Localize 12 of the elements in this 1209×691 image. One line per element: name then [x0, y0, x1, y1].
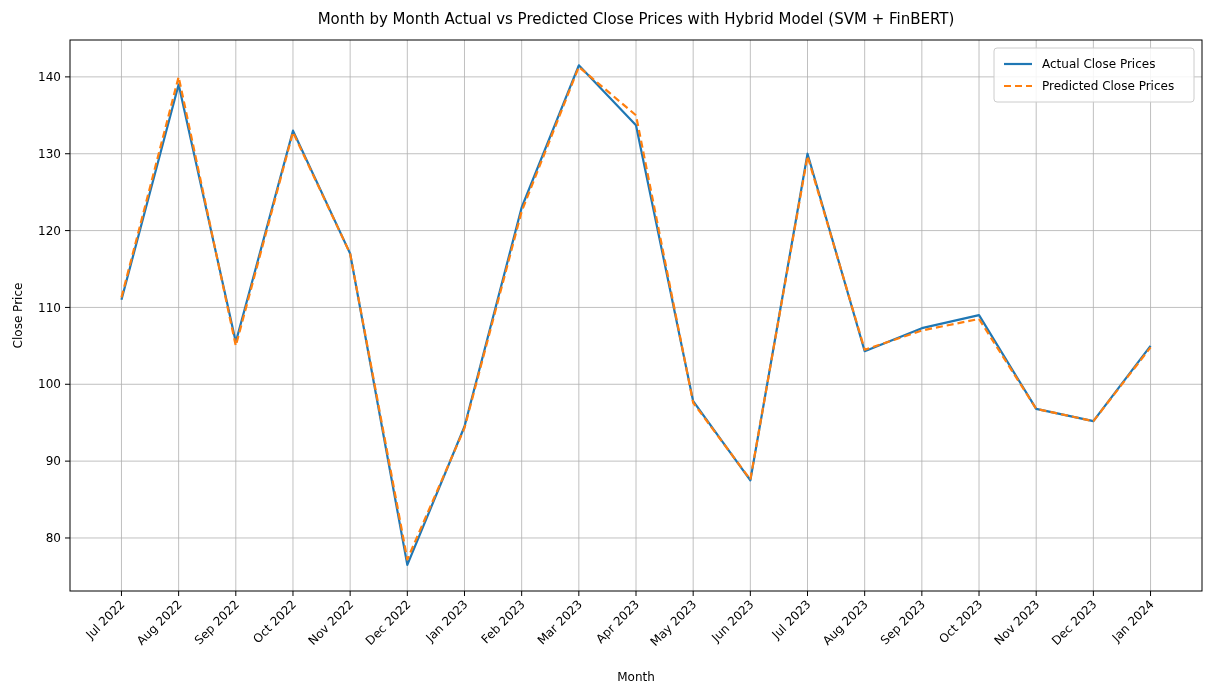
chart-title: Month by Month Actual vs Predicted Close Prices with Hybrid Model (SVM + FinBERT): [317, 10, 955, 28]
x-axis-title: Month: [617, 670, 655, 684]
y-tick-label: 140: [38, 70, 61, 85]
y-tick-label: 110: [38, 300, 61, 315]
legend-label: Predicted Close Prices: [1042, 79, 1175, 94]
y-tick-label: 80: [45, 531, 61, 546]
legend-label: Actual Close Prices: [1042, 57, 1156, 72]
y-tick-label: 100: [38, 377, 61, 392]
y-tick-label: 130: [38, 146, 61, 161]
y-tick-label: 120: [38, 223, 61, 238]
y-tick-label: 90: [45, 454, 61, 469]
y-axis-title: Close Price: [11, 282, 25, 349]
